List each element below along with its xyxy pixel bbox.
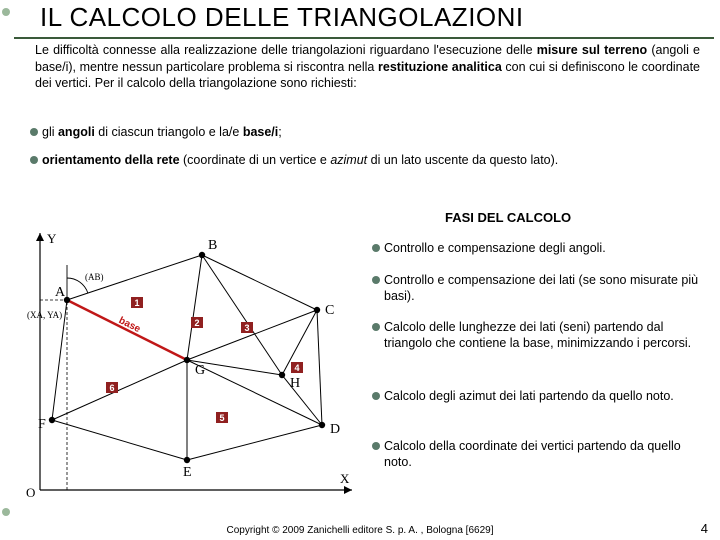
bullet-angoli: gli angoli di ciascun triangolo e la/e b…	[30, 124, 700, 140]
t: angoli	[58, 125, 95, 139]
bullet-angoli-text: gli angoli di ciascun triangolo e la/e b…	[42, 124, 282, 140]
t: di ciascun triangolo e la/e	[95, 125, 243, 139]
svg-text:1: 1	[134, 298, 139, 308]
intro-paragraph: Le difficoltà connesse alla realizzazion…	[35, 42, 700, 92]
svg-text:5: 5	[219, 413, 224, 423]
fase-1: Controllo e compensazione degli angoli.	[372, 240, 707, 256]
svg-text:(AB): (AB)	[85, 272, 104, 282]
intro-t1: Le difficoltà connesse alla realizzazion…	[35, 43, 537, 57]
bullet-dot-icon	[30, 156, 38, 164]
svg-text:Y: Y	[47, 231, 57, 246]
bullet-dot-icon	[372, 244, 380, 252]
t: ;	[278, 125, 281, 139]
subtitle-fasi: FASI DEL CALCOLO	[445, 210, 571, 225]
svg-text:X: X	[340, 471, 350, 486]
svg-text:C: C	[325, 303, 334, 318]
svg-text:H: H	[290, 376, 300, 391]
fase-2: Controllo e compensazione dei lati (se s…	[372, 272, 707, 305]
t: base/i	[243, 125, 278, 139]
fase-5-text: Calcolo della coordinate dei vertici par…	[384, 438, 707, 471]
triangulation-diagram: OXYbase(AB)(XA, YA)123456ABCDEFGH	[22, 225, 362, 505]
fase-4: Calcolo degli azimut dei lati partendo d…	[372, 388, 707, 404]
t: orientamento della rete	[42, 153, 180, 167]
svg-text:D: D	[330, 422, 340, 437]
svg-text:4: 4	[294, 363, 299, 373]
fase-3-text: Calcolo delle lunghezze dei lati (seni) …	[384, 319, 712, 352]
page-title: IL CALCOLO DELLE TRIANGOLAZIONI	[40, 2, 524, 33]
bullet-dot-icon	[372, 392, 380, 400]
t: di un lato uscente da questo lato).	[367, 153, 558, 167]
t: azimut	[330, 153, 367, 167]
bullet-dot-icon	[372, 323, 380, 331]
page-number: 4	[701, 521, 708, 536]
fase-1-text: Controllo e compensazione degli angoli.	[384, 240, 606, 256]
bullet-dot-icon	[30, 128, 38, 136]
bullet-orient-text: orientamento della rete (coordinate di u…	[42, 152, 558, 168]
bullet-dot-icon	[372, 442, 380, 450]
svg-text:F: F	[38, 417, 46, 432]
svg-text:6: 6	[109, 383, 114, 393]
t: gli	[42, 125, 58, 139]
fase-2-text: Controllo e compensazione dei lati (se s…	[384, 272, 707, 305]
fase-5: Calcolo della coordinate dei vertici par…	[372, 438, 707, 471]
svg-text:2: 2	[194, 318, 199, 328]
footer-copyright: Copyright © 2009 Zanichelli editore S. p…	[0, 525, 720, 536]
svg-text:G: G	[195, 363, 205, 378]
side-dots	[2, 0, 16, 540]
svg-text:E: E	[183, 465, 192, 480]
t: (coordinate di un vertice e	[180, 153, 331, 167]
svg-text:O: O	[26, 485, 35, 500]
fase-4-text: Calcolo degli azimut dei lati partendo d…	[384, 388, 674, 404]
svg-text:(XA, YA): (XA, YA)	[27, 310, 62, 320]
bullet-dot-icon	[372, 276, 380, 284]
fase-3: Calcolo delle lunghezze dei lati (seni) …	[372, 319, 712, 352]
svg-text:A: A	[55, 285, 66, 300]
svg-text:B: B	[208, 238, 217, 253]
title-underline	[14, 37, 714, 39]
svg-text:3: 3	[244, 323, 249, 333]
intro-b1: misure sul terreno	[537, 43, 647, 57]
intro-b2: restituzione analitica	[378, 60, 502, 74]
bullet-orient: orientamento della rete (coordinate di u…	[30, 152, 700, 168]
